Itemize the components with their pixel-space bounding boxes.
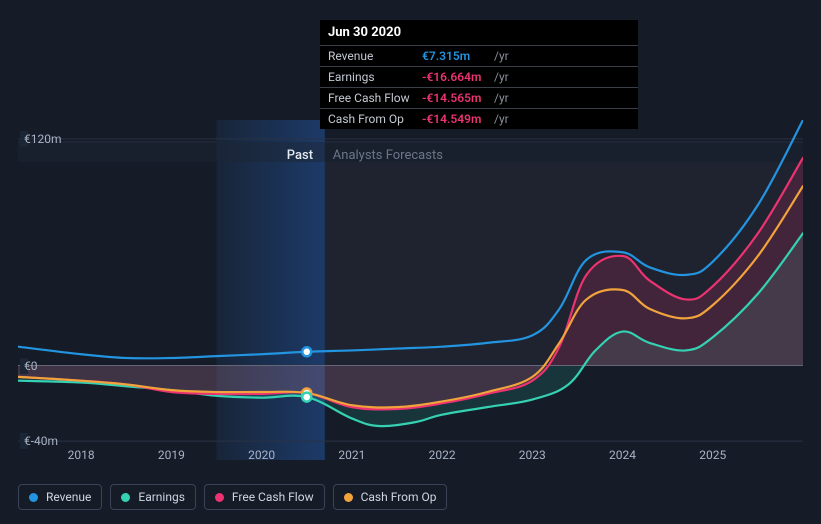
tooltip-row-label: Free Cash Flow — [328, 91, 422, 105]
x-axis-label: 2018 — [68, 448, 95, 462]
hover-tooltip: Jun 30 2020 Revenue€7.315m/yrEarnings-€1… — [320, 20, 638, 129]
tooltip-row-value: -€14.565m — [422, 91, 490, 105]
legend-item-revenue[interactable]: Revenue — [18, 484, 102, 510]
y-axis-label: €120m — [20, 131, 28, 147]
x-axis-labels: 2018 2019 2020 2021 2022 2023 2024 2025 — [18, 448, 803, 468]
tooltip-row-label: Revenue — [328, 49, 422, 63]
legend-item-label: Cash From Op — [361, 490, 437, 504]
tooltip-row: Earnings-€16.664m/yr — [320, 66, 638, 87]
x-axis-label: 2024 — [609, 448, 636, 462]
forecast-label: Analysts Forecasts — [333, 148, 443, 163]
legend-swatch-icon — [29, 493, 38, 502]
legend-swatch-icon — [121, 493, 130, 502]
tooltip-row-value: -€14.549m — [422, 112, 490, 126]
past-label: Past — [287, 148, 313, 163]
tooltip-row-label: Cash From Op — [328, 112, 422, 126]
legend-item-label: Free Cash Flow — [232, 490, 314, 504]
legend: Revenue Earnings Free Cash Flow Cash From O… — [18, 484, 447, 510]
legend-item-label: Earnings — [138, 490, 185, 504]
chart-svg[interactable] — [18, 120, 803, 460]
legend-item-fcf[interactable]: Free Cash Flow — [204, 484, 325, 510]
x-axis-label: 2023 — [519, 448, 546, 462]
x-axis-label: 2025 — [699, 448, 726, 462]
tooltip-row-label: Earnings — [328, 70, 422, 84]
tooltip-row-value: -€16.664m — [422, 70, 490, 84]
y-axis-label: €0 — [20, 358, 28, 374]
hover-marker-revenue — [302, 347, 311, 356]
x-axis-label: 2021 — [338, 448, 365, 462]
x-axis-label: 2022 — [429, 448, 456, 462]
tooltip-row: Cash From Op-€14.549m/yr — [320, 108, 638, 129]
tooltip-row-suffix: /yr — [494, 70, 509, 84]
tooltip-date: Jun 30 2020 — [320, 20, 638, 45]
chart-plot-area — [18, 120, 803, 460]
tooltip-row: Revenue€7.315m/yr — [320, 45, 638, 66]
hover-marker-earnings — [302, 393, 311, 402]
legend-item-label: Revenue — [46, 490, 91, 504]
tooltip-row-value: €7.315m — [422, 49, 490, 63]
tooltip-row-suffix: /yr — [494, 49, 509, 63]
legend-item-cfo[interactable]: Cash From Op — [333, 484, 448, 510]
x-axis-label: 2020 — [248, 448, 275, 462]
tooltip-row: Free Cash Flow-€14.565m/yr — [320, 87, 638, 108]
tooltip-row-suffix: /yr — [494, 112, 509, 126]
legend-swatch-icon — [344, 493, 353, 502]
y-axis-label: €-40m — [20, 433, 28, 449]
legend-item-earnings[interactable]: Earnings — [110, 484, 196, 510]
x-axis-label: 2019 — [158, 448, 185, 462]
legend-swatch-icon — [215, 493, 224, 502]
tooltip-row-suffix: /yr — [494, 91, 509, 105]
